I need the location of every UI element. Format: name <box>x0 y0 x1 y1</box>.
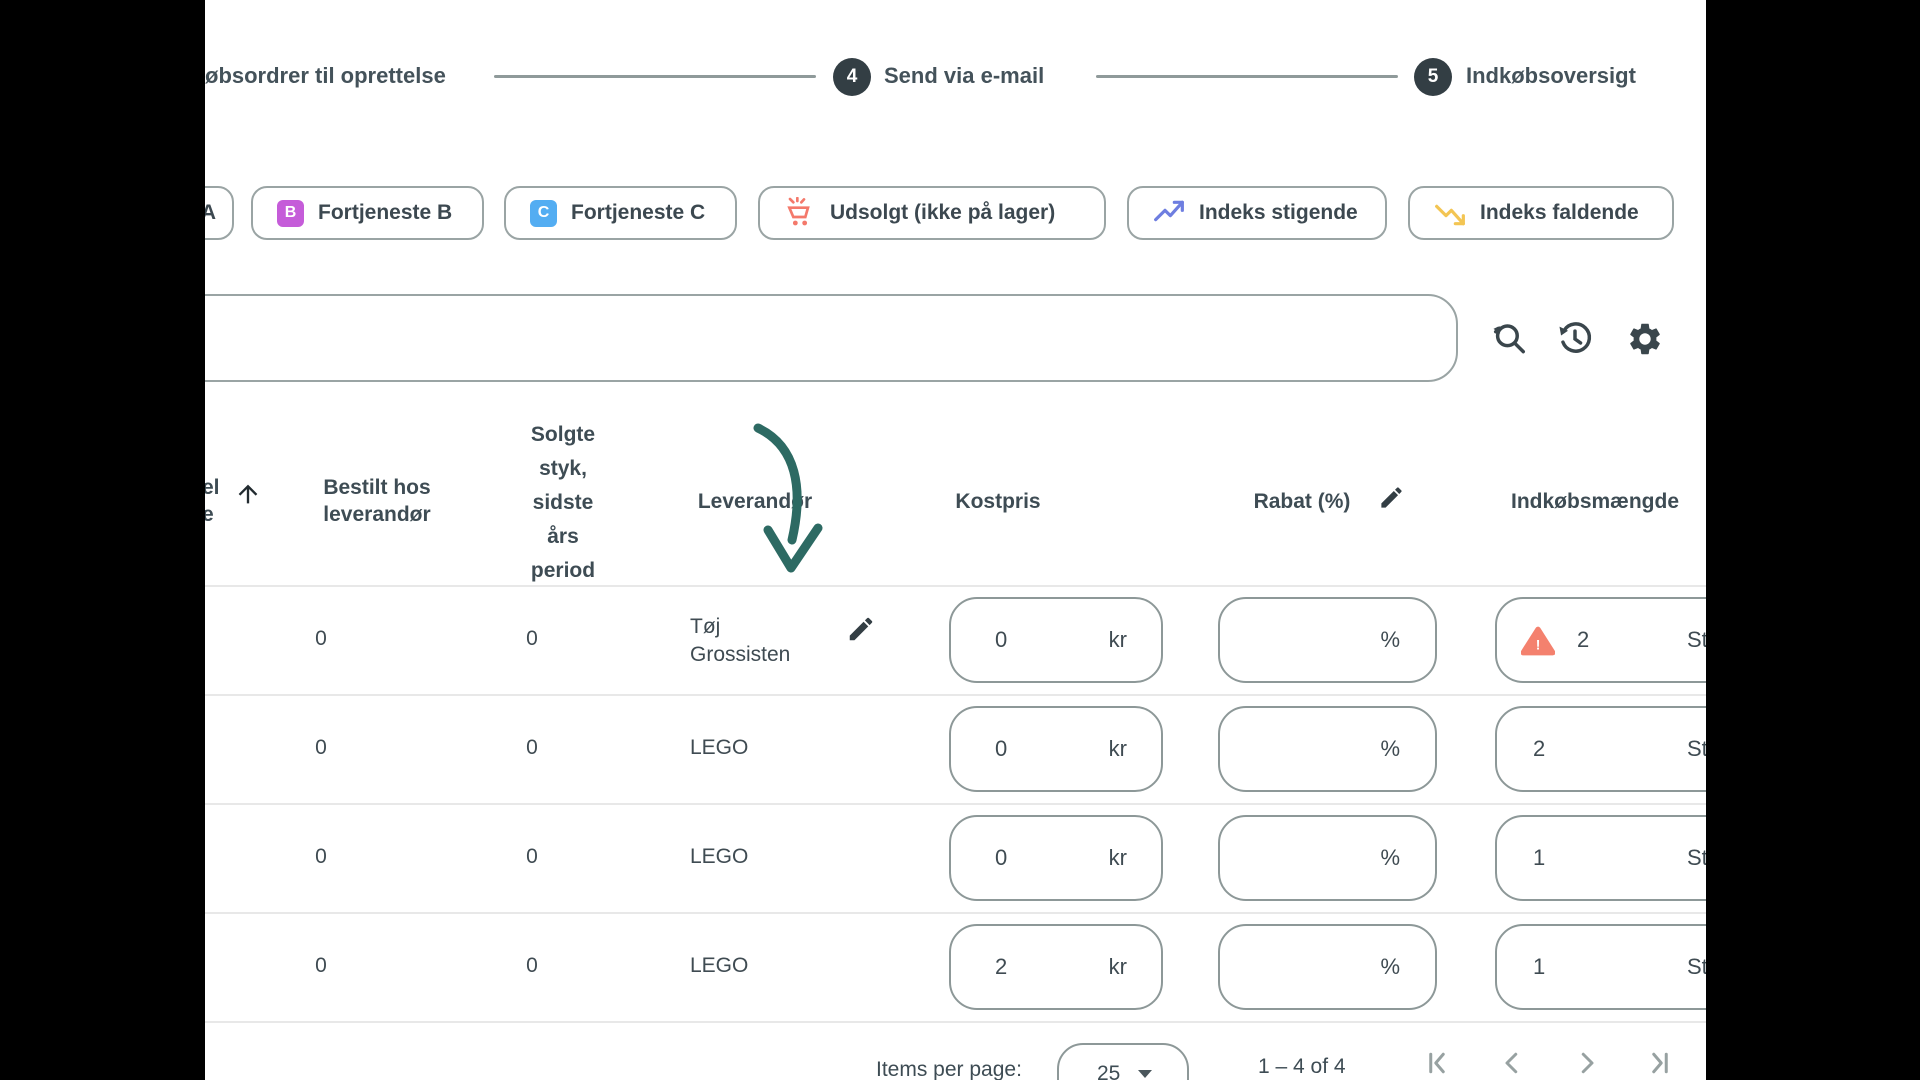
badge-c-icon: C <box>530 199 557 227</box>
column-header-maengde[interactable]: Indkøbsmængde <box>1511 490 1680 513</box>
warning-icon: ! <box>1521 626 1555 656</box>
stepper-step4-circle[interactable]: 4 <box>833 58 871 96</box>
kostpris-input[interactable]: 0 kr <box>949 706 1163 792</box>
cell-solgte: 0 <box>526 627 538 650</box>
maengde-input[interactable]: 1 Stk <box>1495 924 1740 1010</box>
maengde-value: 2 <box>1533 736 1546 761</box>
filter-chip-indeks-faldende[interactable]: Indeks faldende <box>1408 186 1674 240</box>
cell-bestilt: 0 <box>315 736 327 759</box>
rabat-input[interactable]: % <box>1218 924 1437 1010</box>
last-page-icon[interactable] <box>1645 1048 1675 1078</box>
stepper-step3-label[interactable]: øbsordrer til oprettelse <box>205 63 446 88</box>
filter-chip-b-label: Fortjeneste B <box>318 201 453 224</box>
divider <box>205 1021 1920 1023</box>
kostpris-value: 2 <box>995 954 1008 979</box>
filter-chip-fortjeneste-b[interactable]: B Fortjeneste B <box>251 186 484 240</box>
filter-chip-fortjeneste-c[interactable]: C Fortjeneste C <box>504 186 737 240</box>
divider <box>205 585 1920 587</box>
trending-up-icon <box>1154 200 1184 222</box>
maengde-input[interactable]: ! 2 Stk <box>1495 597 1740 683</box>
rabat-input[interactable]: % <box>1218 597 1437 683</box>
maengde-value: 1 <box>1533 954 1546 979</box>
search-field[interactable] <box>140 294 1458 382</box>
kostpris-input[interactable]: 0 kr <box>949 597 1163 683</box>
kostpris-suffix: kr <box>1108 736 1127 761</box>
pagination-range-label: 1 – 4 of 4 <box>1258 1055 1346 1078</box>
stepper-step5-circle[interactable]: 5 <box>1414 58 1452 96</box>
cell-leverandor: LEGO <box>690 954 749 977</box>
cell-bestilt: 0 <box>315 954 327 977</box>
column-header-leverandor[interactable]: Leverandør <box>697 490 813 513</box>
filter-chip-c-label: Fortjeneste C <box>571 201 706 224</box>
trending-down-icon <box>1435 204 1465 226</box>
maengde-input[interactable]: 1 Stk <box>1495 815 1740 901</box>
items-per-page-value: 25 <box>1097 1062 1121 1080</box>
maengde-value: 1 <box>1533 845 1546 870</box>
right-crop-bar <box>1706 0 1920 1080</box>
gear-icon[interactable] <box>1626 320 1664 358</box>
stepper-step5-label[interactable]: Indkøbsoversigt <box>1466 63 1636 88</box>
kostpris-suffix: kr <box>1108 845 1127 870</box>
next-page-icon[interactable] <box>1572 1048 1602 1078</box>
cart-off-icon <box>787 197 810 226</box>
column-header-solgte[interactable]: Solgte styk, sidste års period <box>530 423 596 582</box>
stepper-step5-number: 5 <box>1427 66 1439 87</box>
kostpris-value: 0 <box>995 845 1008 870</box>
search-input[interactable] <box>142 296 1456 380</box>
chevron-down-icon <box>1138 1070 1153 1078</box>
rabat-suffix: % <box>1380 627 1400 652</box>
maengde-value: 2 <box>1577 627 1590 652</box>
filter-chip-down-label: Indeks faldende <box>1480 201 1639 224</box>
stepper-connector <box>1096 75 1398 78</box>
cell-leverandor: LEGO <box>690 736 749 759</box>
kostpris-value: 0 <box>995 627 1008 652</box>
cell-solgte: 0 <box>526 736 538 759</box>
kostpris-suffix: kr <box>1108 954 1127 979</box>
rabat-input[interactable]: % <box>1218 706 1437 792</box>
kostpris-value: 0 <box>995 736 1008 761</box>
cell-bestilt: 0 <box>315 627 327 650</box>
column-header-bestilt[interactable]: Bestilt hos leverandør <box>323 476 431 526</box>
items-per-page-label: Items per page: <box>876 1058 1022 1080</box>
filter-chip-udsolgt[interactable]: Udsolgt (ikke på lager) <box>758 186 1106 240</box>
previous-page-icon[interactable] <box>1497 1048 1527 1078</box>
badge-b-icon: B <box>277 199 304 227</box>
cell-leverandor: Tøj Grossisten <box>690 614 791 666</box>
rabat-suffix: % <box>1380 845 1400 870</box>
divider <box>205 803 1920 805</box>
filter-chip-up-label: Indeks stigende <box>1199 201 1358 224</box>
edit-leverandor-icon[interactable] <box>846 614 876 644</box>
kostpris-suffix: kr <box>1108 627 1127 652</box>
stepper-step4-number: 4 <box>846 66 858 87</box>
stepper-connector <box>494 75 816 78</box>
sort-ascending-icon[interactable] <box>234 480 262 508</box>
first-page-icon[interactable] <box>1422 1048 1452 1078</box>
filter-chip-indeks-stigende[interactable]: Indeks stigende <box>1127 186 1387 240</box>
kostpris-input[interactable]: 0 kr <box>949 815 1163 901</box>
divider <box>205 694 1920 696</box>
rabat-suffix: % <box>1380 954 1400 979</box>
search-icon[interactable] <box>1490 320 1528 358</box>
column-header-rabat[interactable]: Rabat (%) <box>1253 490 1351 513</box>
annotation-arrow-down-icon <box>753 423 823 573</box>
filter-chip-udsolgt-label: Udsolgt (ikke på lager) <box>830 201 1056 224</box>
kostpris-input[interactable]: 2 kr <box>949 924 1163 1010</box>
stepper-step4-label[interactable]: Send via e-mail <box>884 63 1045 88</box>
history-icon[interactable] <box>1556 320 1594 358</box>
divider <box>205 912 1920 914</box>
rabat-input[interactable]: % <box>1218 815 1437 901</box>
column-header-kostpris[interactable]: Kostpris <box>955 490 1041 513</box>
cell-bestilt: 0 <box>315 845 327 868</box>
maengde-input[interactable]: 2 Stk <box>1495 706 1740 792</box>
column-header-partial[interactable]: el e <box>202 476 220 526</box>
rabat-suffix: % <box>1380 736 1400 761</box>
cell-leverandor: LEGO <box>690 845 749 868</box>
left-crop-bar <box>0 0 205 1080</box>
edit-rabat-icon[interactable] <box>1378 484 1405 511</box>
items-per-page-select[interactable]: 25 <box>1057 1043 1189 1080</box>
cell-solgte: 0 <box>526 954 538 977</box>
cell-solgte: 0 <box>526 845 538 868</box>
svg-text:!: ! <box>1536 637 1541 653</box>
